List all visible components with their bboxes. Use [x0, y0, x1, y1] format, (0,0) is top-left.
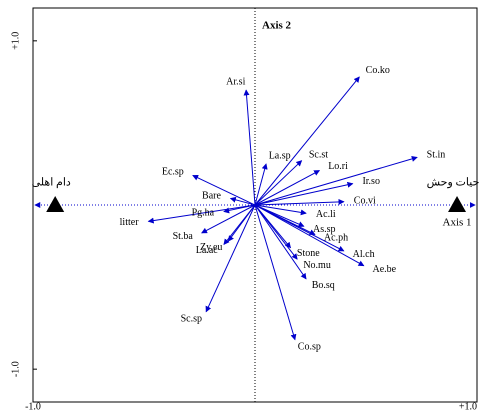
species-label: Ac.li — [316, 209, 336, 220]
species-label: La.ac — [196, 245, 218, 256]
y-tick-label: -1.0 — [10, 361, 21, 377]
environment-label: دام اهلی — [32, 177, 71, 189]
x-tick-label: -1.0 — [25, 401, 41, 411]
species-label: Ir.so — [362, 176, 380, 187]
species-label: Sc.st — [309, 149, 328, 160]
species-label: Co.sp — [298, 342, 321, 353]
species-label: Ar.si — [226, 76, 245, 87]
species-arrow — [147, 204, 256, 224]
species-label: Co.vi — [354, 196, 376, 207]
species-arrow — [243, 89, 256, 206]
species-arrow — [254, 204, 291, 249]
axis-y-label: Axis 2 — [262, 20, 292, 32]
axis-x-label: Axis 1 — [443, 217, 472, 229]
species-arrow — [254, 155, 418, 206]
environment-marker — [46, 196, 65, 212]
species-label: Sc.sp — [181, 313, 202, 324]
y-tick-label: +1.0 — [10, 32, 21, 50]
species-label: La.sp — [269, 151, 291, 162]
species-label: As.sp — [313, 224, 336, 235]
species-arrow — [254, 204, 307, 280]
species-arrow — [254, 170, 321, 206]
species-arrow — [254, 204, 365, 267]
species-arrow — [254, 204, 307, 216]
species-arrow — [223, 204, 256, 214]
species-arrow — [254, 204, 297, 341]
species-arrow — [254, 204, 345, 252]
species-label: Bare — [202, 191, 221, 202]
species-arrow — [254, 160, 303, 206]
species-label: Lo.ri — [328, 161, 348, 172]
environment-marker — [448, 196, 467, 212]
species-label: Zy.eu — [200, 242, 222, 253]
species-label: Al.ch — [353, 249, 375, 260]
species-label: litter — [120, 217, 140, 228]
species-label: Ac.ph — [324, 232, 348, 243]
species-arrow — [229, 196, 256, 206]
environment-label: حیات وحش — [427, 177, 480, 189]
species-label: Bo.sq — [312, 280, 335, 291]
species-arrow — [205, 204, 256, 313]
species-label: No.mu — [303, 260, 331, 271]
x-tick-label: +1.0 — [459, 401, 477, 411]
species-arrow — [223, 204, 256, 245]
species-arrow — [254, 76, 360, 206]
species-label: St.ba — [173, 231, 194, 242]
species-label: Ec.sp — [162, 166, 184, 177]
species-arrow — [254, 181, 354, 206]
species-arrow — [254, 163, 268, 206]
species-arrow — [192, 174, 256, 206]
species-label: Pg.ha — [192, 208, 215, 219]
species-label: Stone — [297, 248, 320, 259]
species-label: Co.ko — [366, 65, 390, 76]
species-label: St.in — [427, 149, 446, 160]
species-arrow — [201, 204, 256, 234]
species-label: Ae.be — [373, 264, 397, 275]
species-arrow — [254, 198, 345, 206]
